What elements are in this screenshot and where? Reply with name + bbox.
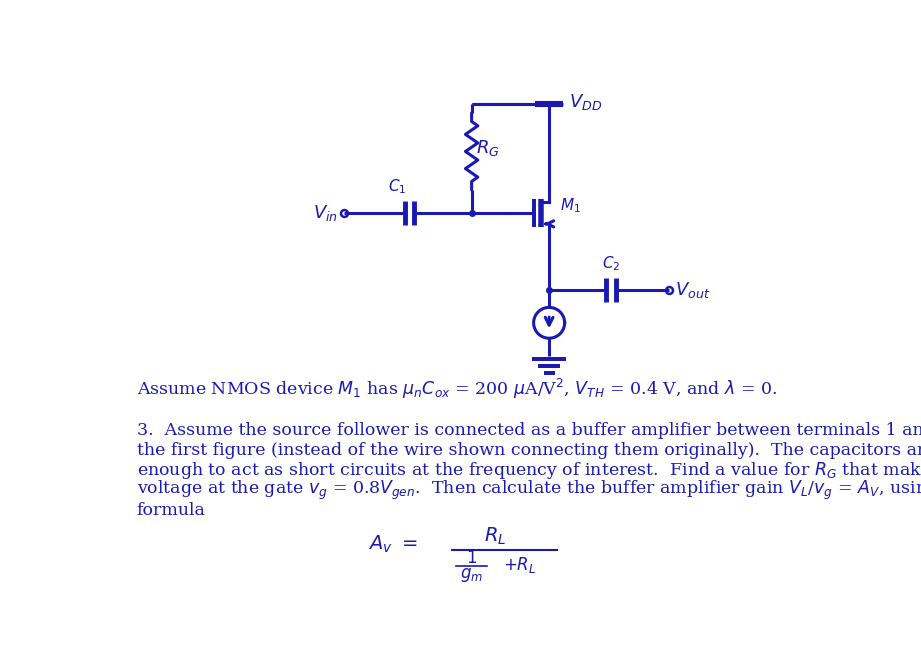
Text: $+ R_L$: $+ R_L$ — [503, 555, 536, 575]
Text: $V_{out}$: $V_{out}$ — [675, 280, 710, 300]
Text: formula: formula — [137, 502, 205, 519]
Text: $C_1$: $C_1$ — [388, 177, 406, 196]
Text: $C_2$: $C_2$ — [602, 255, 620, 273]
Text: $M_1$: $M_1$ — [560, 196, 581, 215]
Text: $V_{DD}$: $V_{DD}$ — [568, 92, 601, 112]
Text: Assume NMOS device $M_1$ has $\mu_nC_{ox}$ = 200 $\mu$A/V$^2$, $V_{TH}$ = 0.4 V,: Assume NMOS device $M_1$ has $\mu_nC_{ox… — [137, 376, 777, 401]
Text: $R_G$: $R_G$ — [476, 138, 500, 158]
Text: enough to act as short circuits at the frequency of interest.  Find a value for : enough to act as short circuits at the f… — [137, 460, 921, 480]
Text: $A_v\ =$: $A_v\ =$ — [367, 534, 417, 555]
Text: $V_{in}$: $V_{in}$ — [313, 203, 338, 223]
Text: voltage at the gate $v_g$ = 0.8$V_{gen}$.  Then calculate the buffer amplifier g: voltage at the gate $v_g$ = 0.8$V_{gen}$… — [137, 478, 921, 502]
Text: $1$: $1$ — [466, 550, 477, 566]
Text: the first figure (instead of the wire shown connecting them originally).  The ca: the first figure (instead of the wire sh… — [137, 442, 921, 459]
Text: 3.  Assume the source follower is connected as a buffer amplifier between termin: 3. Assume the source follower is connect… — [137, 422, 921, 439]
Text: $g_m$: $g_m$ — [460, 566, 484, 584]
Text: $R_L$: $R_L$ — [484, 526, 506, 547]
